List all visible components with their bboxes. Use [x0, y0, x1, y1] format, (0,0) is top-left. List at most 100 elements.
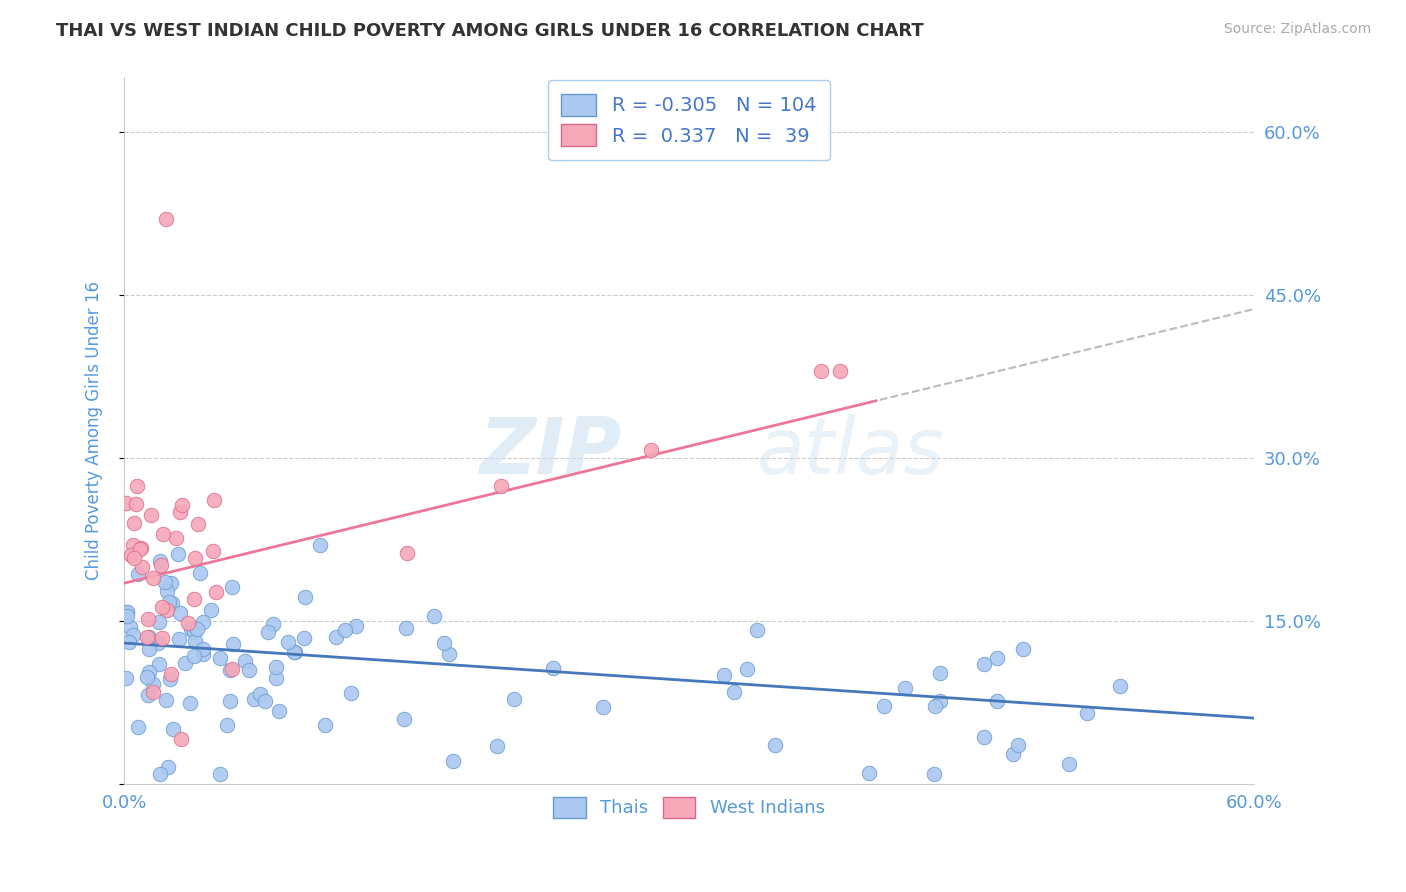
Text: atlas: atlas	[756, 414, 945, 490]
Point	[118, 635, 141, 649]
Point	[148, 657, 170, 671]
Point	[1057, 757, 1080, 772]
Point	[215, 718, 238, 732]
Point	[433, 636, 456, 650]
Point	[170, 732, 193, 747]
Point	[142, 571, 165, 585]
Point	[127, 720, 149, 734]
Point	[162, 596, 184, 610]
Text: Source: ZipAtlas.com: Source: ZipAtlas.com	[1223, 22, 1371, 37]
Point	[115, 605, 138, 619]
Point	[238, 663, 260, 677]
Point	[204, 584, 226, 599]
Point	[828, 364, 851, 378]
Point	[177, 616, 200, 631]
Point	[485, 739, 508, 753]
Point	[745, 624, 768, 638]
Point	[335, 623, 357, 637]
Point	[165, 531, 187, 545]
Point	[122, 550, 145, 565]
Point	[200, 603, 222, 617]
Point	[973, 730, 995, 744]
Point	[924, 699, 946, 714]
Point	[156, 602, 179, 616]
Point	[339, 686, 361, 700]
Point	[148, 636, 170, 650]
Point	[155, 211, 177, 226]
Point	[201, 543, 224, 558]
Point	[191, 641, 214, 656]
Point	[294, 631, 316, 645]
Point	[136, 689, 159, 703]
Point	[174, 656, 197, 670]
Point	[219, 663, 242, 677]
Point	[183, 625, 205, 640]
Point	[115, 608, 138, 623]
Point	[242, 692, 264, 706]
Point	[872, 698, 894, 713]
Point	[893, 681, 915, 695]
Point	[190, 566, 212, 581]
Point	[128, 542, 150, 557]
Point	[1012, 642, 1035, 657]
Point	[262, 617, 284, 632]
Point	[640, 442, 662, 457]
Point	[160, 666, 183, 681]
Text: THAI VS WEST INDIAN CHILD POVERTY AMONG GIRLS UNDER 16 CORRELATION CHART: THAI VS WEST INDIAN CHILD POVERTY AMONG …	[56, 22, 924, 40]
Point	[735, 661, 758, 675]
Point	[136, 630, 159, 644]
Point	[592, 700, 614, 714]
Point	[187, 516, 209, 531]
Point	[218, 694, 240, 708]
Point	[713, 668, 735, 682]
Point	[180, 623, 202, 637]
Point	[183, 649, 205, 664]
Point	[129, 541, 152, 555]
Point	[294, 590, 316, 604]
Point	[929, 694, 952, 708]
Point	[179, 696, 201, 710]
Point	[169, 607, 191, 621]
Point	[169, 505, 191, 519]
Point	[159, 595, 181, 609]
Point	[266, 660, 288, 674]
Point	[115, 605, 138, 619]
Point	[222, 637, 245, 651]
Point	[392, 712, 415, 726]
Point	[221, 580, 243, 594]
Point	[249, 687, 271, 701]
Point	[115, 672, 138, 686]
Point	[277, 635, 299, 649]
Point	[120, 549, 142, 563]
Point	[149, 554, 172, 568]
Point	[489, 478, 512, 492]
Point	[142, 677, 165, 691]
Point	[150, 631, 173, 645]
Point	[186, 622, 208, 636]
Point	[267, 704, 290, 718]
Point	[924, 766, 946, 780]
Point	[235, 654, 257, 668]
Point	[148, 615, 170, 629]
Point	[973, 657, 995, 672]
Point	[395, 546, 418, 560]
Point	[156, 583, 179, 598]
Point	[986, 651, 1008, 665]
Point	[264, 671, 287, 685]
Point	[394, 621, 416, 635]
Point	[152, 527, 174, 541]
Point	[131, 560, 153, 574]
Point	[125, 479, 148, 493]
Point	[284, 645, 307, 659]
Point	[1002, 747, 1025, 761]
Point	[986, 694, 1008, 708]
Y-axis label: Child Poverty Among Girls Under 16: Child Poverty Among Girls Under 16	[86, 282, 103, 581]
Point	[346, 618, 368, 632]
Point	[325, 630, 347, 644]
Point	[184, 550, 207, 565]
Point	[156, 760, 179, 774]
Point	[184, 633, 207, 648]
Point	[763, 738, 786, 752]
Point	[437, 647, 460, 661]
Point	[314, 718, 336, 732]
